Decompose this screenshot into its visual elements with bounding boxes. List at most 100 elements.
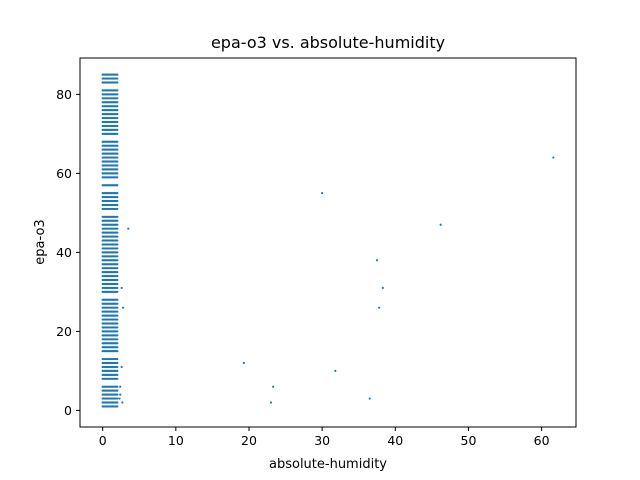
data-point: [116, 271, 119, 274]
data-point: [116, 326, 119, 329]
data-point: [116, 259, 119, 262]
data-point: [116, 302, 119, 305]
x-axis: 0 10 20 30 40 50 60: [99, 427, 550, 448]
data-point: [116, 338, 119, 341]
x-tick-label: 30: [314, 433, 330, 448]
data-point: [116, 219, 119, 222]
data-point: [116, 81, 119, 84]
data-point: [381, 286, 384, 290]
data-point: [116, 334, 119, 337]
data-point: [116, 267, 119, 270]
data-point: [116, 274, 119, 278]
data-point: [116, 282, 119, 286]
data-point: [116, 397, 119, 400]
data-point: [269, 401, 273, 404]
data-point: [116, 140, 119, 143]
data-point: [116, 251, 119, 254]
data-point: [116, 116, 119, 120]
data-point: [116, 385, 119, 388]
data-point: [116, 298, 119, 301]
data-point: [378, 306, 381, 309]
data-point: [116, 160, 119, 163]
data-point: [116, 223, 119, 226]
data-point: [116, 350, 119, 353]
data-point: [116, 239, 119, 242]
data-point: [120, 286, 123, 290]
data-point: [116, 195, 119, 199]
data-point: [334, 369, 337, 372]
data-point: [116, 310, 119, 313]
data-point: [116, 132, 119, 135]
x-tick-label: 10: [168, 433, 184, 448]
data-point: [119, 385, 122, 388]
data-point: [116, 263, 119, 266]
data-point: [272, 385, 275, 388]
data-point: [116, 120, 119, 124]
y-tick-label: 0: [64, 403, 72, 418]
data-point: [116, 113, 119, 116]
data-point: [116, 184, 119, 187]
data-point: [116, 290, 119, 293]
chart-title: epa-o3 vs. absolute-humidity: [211, 33, 445, 52]
data-point: [552, 156, 555, 159]
data-point: [116, 227, 119, 230]
data-point: [116, 389, 119, 392]
x-axis-label: absolute-humidity: [269, 457, 387, 472]
data-point: [116, 322, 119, 325]
data-point: [116, 97, 119, 100]
data-point: [116, 314, 119, 317]
data-point: [116, 199, 119, 203]
data-point: [116, 164, 119, 167]
data-point: [116, 172, 119, 175]
data-point: [116, 255, 119, 258]
data-point: [116, 393, 119, 396]
y-tick-label: 60: [56, 166, 72, 181]
data-point: [116, 148, 119, 151]
data-point: [116, 342, 119, 345]
data-point: [116, 105, 119, 108]
data-point: [116, 144, 119, 147]
x-tick-label: 0: [99, 433, 107, 448]
y-tick-label: 40: [56, 245, 72, 260]
data-point: [116, 346, 119, 349]
data-point: [116, 361, 119, 365]
x-tick-label: 60: [534, 433, 550, 448]
data-point: [375, 259, 379, 262]
data-point: [116, 231, 119, 234]
data-point: [116, 89, 119, 92]
data-point: [118, 397, 121, 400]
data-point: [368, 397, 371, 400]
data-point: [116, 286, 119, 290]
data-point: [116, 405, 119, 408]
data-point: [120, 365, 123, 369]
y-tick-label: 80: [56, 87, 72, 102]
data-point: [242, 361, 245, 365]
data-point: [116, 401, 119, 404]
data-point: [116, 377, 119, 380]
data-point: [116, 278, 119, 282]
data-point: [116, 373, 119, 376]
x-tick-label: 40: [387, 433, 403, 448]
data-point: [116, 357, 119, 361]
y-axis: 0 20 40 60 80: [56, 87, 80, 418]
data-point: [116, 306, 119, 309]
data-point: [127, 227, 130, 230]
data-point: [116, 207, 119, 211]
data-point: [119, 393, 122, 396]
data-point: [116, 176, 119, 179]
data-point: [116, 77, 119, 80]
data-point: [116, 152, 119, 155]
data-point: [439, 223, 442, 226]
data-point: [116, 109, 119, 112]
data-point: [116, 365, 119, 369]
data-point: [116, 101, 119, 104]
y-axis-label: epa-o3: [33, 219, 48, 264]
data-point: [116, 203, 119, 207]
data-point: [122, 306, 125, 309]
data-point: [116, 156, 119, 159]
data-point: [121, 401, 124, 404]
data-point: [116, 318, 119, 321]
data-point: [116, 243, 119, 246]
data-point: [321, 192, 324, 195]
data-point: [116, 192, 119, 195]
